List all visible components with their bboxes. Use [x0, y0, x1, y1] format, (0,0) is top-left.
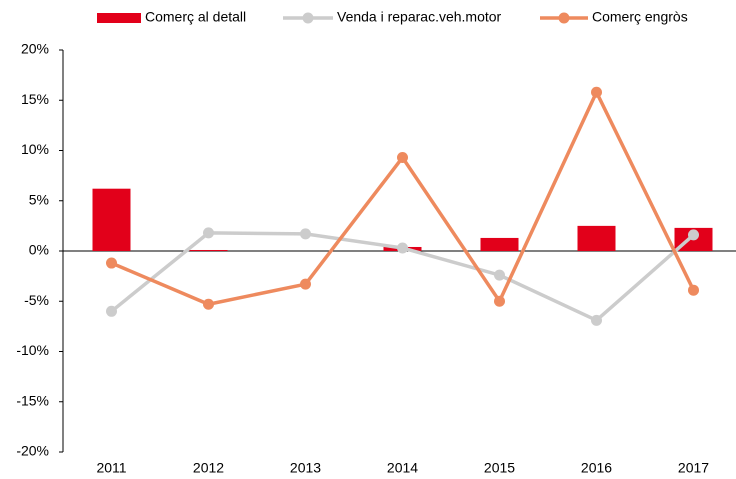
line — [110, 88, 696, 307]
bar — [480, 237, 519, 251]
point — [688, 229, 699, 241]
x-tick-label: 2013 — [290, 460, 321, 476]
legend-swatch — [97, 13, 141, 23]
point — [397, 152, 408, 164]
point — [591, 86, 602, 98]
y-tick-label: 10% — [21, 141, 49, 157]
x-tick-label: 2015 — [484, 460, 515, 476]
y-tick-label: -10% — [16, 342, 49, 358]
y-tick-label: -5% — [24, 292, 49, 308]
bar — [92, 188, 131, 251]
y-tick-label: 5% — [29, 191, 49, 207]
y-tick-label: -20% — [16, 443, 49, 459]
bar — [189, 249, 228, 251]
point — [106, 257, 117, 269]
point — [397, 242, 408, 254]
point — [494, 269, 505, 281]
x-tick-label: 2014 — [387, 460, 418, 476]
y-tick-label: -15% — [16, 392, 49, 408]
y-tick-label: 0% — [29, 242, 49, 258]
x-tick-label: 2011 — [96, 460, 126, 476]
y-tick-label: 20% — [21, 41, 49, 57]
legend-label: Comerç al detall — [145, 9, 246, 25]
y-tick-label: 15% — [21, 91, 49, 107]
x-tick-label: 2016 — [581, 460, 612, 476]
point — [106, 305, 117, 317]
legend-label: Venda i reparac.veh.motor — [337, 9, 502, 25]
point — [494, 295, 505, 307]
point — [203, 227, 214, 239]
point — [688, 284, 699, 296]
point — [591, 314, 602, 326]
legend-label: Comerç engròs — [592, 9, 688, 25]
bar — [577, 225, 616, 251]
point — [300, 278, 311, 290]
point — [300, 228, 311, 240]
x-tick-label: 2012 — [193, 460, 224, 476]
point — [203, 298, 214, 310]
legend-swatch — [302, 12, 314, 24]
x-tick-label: 2017 — [678, 460, 709, 476]
legend-swatch — [558, 12, 570, 24]
